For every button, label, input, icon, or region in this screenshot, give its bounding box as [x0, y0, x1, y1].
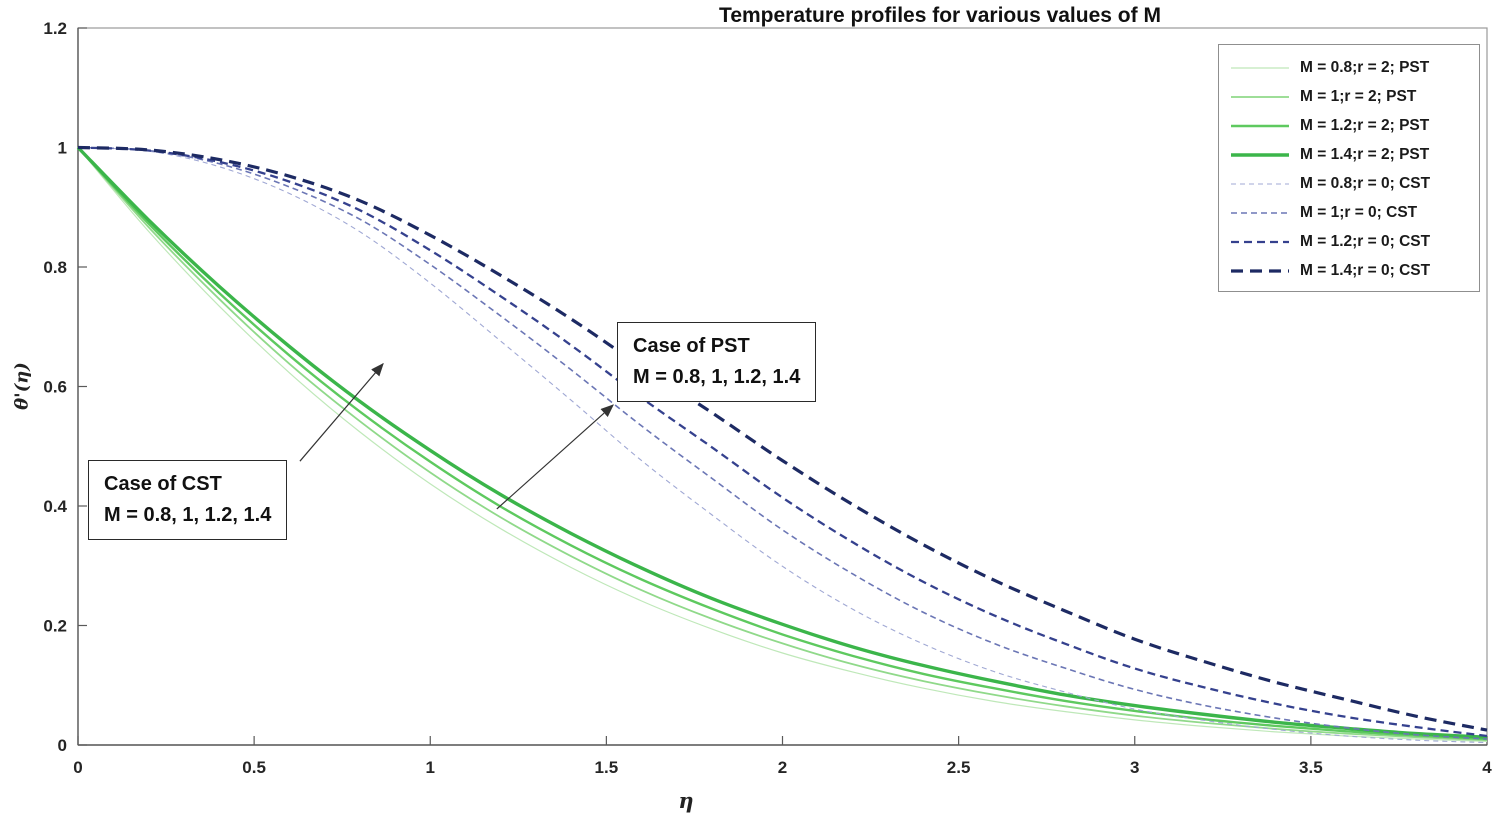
legend-entry-label: M = 1.2;r = 2; PST: [1300, 116, 1430, 134]
y-tick-label: 0.8: [43, 258, 67, 277]
series-line-cst-m-0-8: [77, 146, 1488, 744]
legend-entry: M = 0.8;r = 0; CST: [1229, 169, 1473, 198]
x-tick-label: 3: [1130, 758, 1139, 777]
x-tick-label: 0: [73, 758, 82, 777]
legend-line-sample: [1231, 95, 1289, 98]
legend-entry-label: M = 0.8;r = 2; PST: [1300, 58, 1430, 76]
x-tick-label: 1.5: [595, 758, 619, 777]
x-tick-label: 4: [1482, 758, 1492, 777]
series-line-pst-m-1-4: [76, 146, 1488, 739]
legend-line-sample: [1231, 211, 1289, 214]
legend-entry-label: M = 1.2;r = 0; CST: [1300, 232, 1431, 250]
legend-box: M = 0.8;r = 2; PST M = 1;r = 2; PST M = 1.…: [1218, 44, 1480, 292]
annotation-pst-line2: M = 0.8, 1, 1.2, 1.4: [633, 366, 801, 388]
y-tick-label: 0.2: [43, 617, 67, 636]
legend-entry-label: M = 1.4;r = 2; PST: [1300, 145, 1430, 163]
y-tick-label: 1: [58, 139, 67, 158]
legend-entry: M = 0.8;r = 2; PST: [1229, 53, 1473, 82]
series-line-cst-m-1-2: [77, 146, 1488, 738]
series-line-cst-m-1: [77, 146, 1488, 740]
x-tick-label: 3.5: [1299, 758, 1323, 777]
y-tick-label: 0: [58, 736, 67, 755]
legend-entry: M = 1.2;r = 2; PST: [1229, 111, 1473, 140]
legend-entry: M = 1;r = 0; CST: [1229, 198, 1473, 227]
legend-entry: M = 1.4;r = 0; CST: [1229, 256, 1473, 285]
legend-entry-label: M = 1;r = 0; CST: [1300, 203, 1418, 221]
legend-entry: M = 1;r = 2; PST: [1229, 82, 1473, 111]
x-tick-label: 0.5: [242, 758, 266, 777]
annotation-cst-line1: Case of CST: [104, 473, 222, 495]
annotation-arrow-cst: [299, 362, 384, 462]
series-line-pst-m-0-8: [77, 147, 1488, 742]
x-tick-label: 2.5: [947, 758, 971, 777]
annotation-pst-line1: Case of PST: [633, 335, 750, 357]
y-tick-label: 1.2: [43, 19, 67, 38]
legend-line-sample: [1231, 268, 1289, 273]
y-tick-label: 0.4: [43, 497, 67, 516]
annotation-cst-line2: M = 0.8, 1, 1.2, 1.4: [104, 504, 272, 526]
x-axis-label: η: [678, 788, 694, 813]
legend-line-sample: [1231, 182, 1289, 185]
y-axis-label: θ'(η): [11, 362, 33, 410]
legend-line-sample: [1231, 240, 1289, 243]
legend-entry: M = 1.4;r = 2; PST: [1229, 140, 1473, 169]
series-line-pst-m-1-2: [77, 146, 1488, 741]
x-tick-label: 1: [426, 758, 435, 777]
series-line-cst-m-1-4: [77, 145, 1488, 732]
legend-entry-label: M = 1;r = 2; PST: [1300, 87, 1417, 105]
annotation-arrow-pst: [496, 404, 614, 510]
legend-entry-label: M = 1.4;r = 0; CST: [1300, 261, 1431, 279]
legend-line-sample: [1231, 152, 1289, 157]
chart-title: Temperature profiles for various values …: [719, 4, 1161, 27]
legend-line-sample: [1231, 124, 1289, 127]
annotation-case-of-pst: Case of PST M = 0.8, 1, 1.2, 1.4: [617, 322, 817, 402]
legend-entry-label: M = 0.8;r = 0; CST: [1300, 174, 1431, 192]
annotation-case-of-cst: Case of CST M = 0.8, 1, 1.2, 1.4: [88, 460, 288, 540]
legend-entry: M = 1.2;r = 0; CST: [1229, 227, 1473, 256]
legend-line-sample: [1231, 66, 1289, 69]
x-tick-label: 2: [778, 758, 787, 777]
y-tick-label: 0.6: [43, 378, 67, 397]
series-line-pst-m-1: [77, 146, 1488, 742]
